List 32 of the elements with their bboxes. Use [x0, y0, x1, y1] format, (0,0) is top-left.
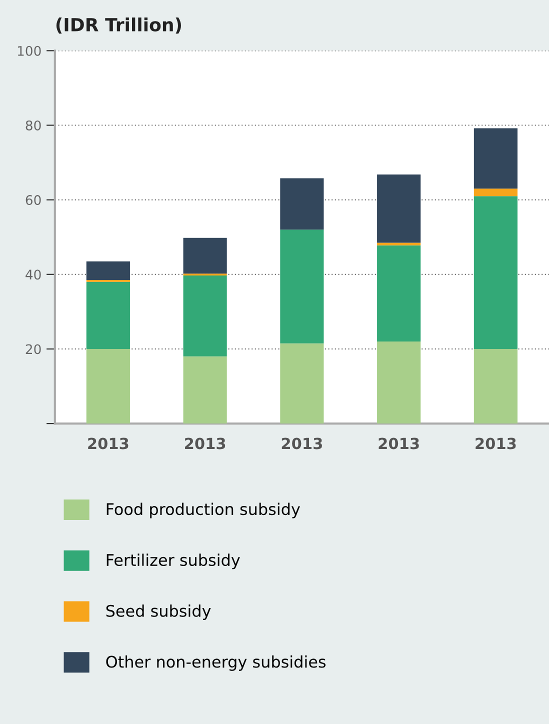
bar [280, 178, 324, 230]
bar [86, 282, 130, 349]
bar [474, 128, 518, 189]
bar [474, 196, 518, 349]
x-tick-label: 2013 [378, 438, 419, 450]
bar [377, 174, 421, 243]
legend-label: Food production subsidy [106, 502, 300, 518]
bar [474, 348, 518, 424]
bar [377, 342, 421, 424]
x-tick-label: 2013 [88, 438, 128, 450]
x-tick-label: 2013 [185, 438, 226, 450]
bar [183, 356, 227, 424]
bar [280, 343, 324, 424]
y-tick-label: 60 [26, 195, 41, 206]
legend-label: Seed subsidy [106, 604, 211, 620]
bar [183, 238, 227, 274]
bar [86, 348, 130, 424]
x-tick-label: 2013 [282, 438, 322, 450]
y-tick-label: 100 [18, 46, 41, 56]
chart-title: (IDR Trillion) [56, 18, 181, 34]
y-tick-label: 20 [26, 344, 41, 354]
bar [183, 276, 227, 356]
bar [377, 245, 421, 342]
y-tick-label: 80 [26, 120, 41, 130]
bar [377, 242, 421, 246]
y-tick-label: 40 [26, 270, 41, 280]
bar [474, 188, 518, 196]
bar [86, 261, 130, 280]
x-tick-label: 2013 [476, 438, 516, 450]
legend-label: Fertilizer subsidy [106, 554, 240, 570]
bar [280, 230, 324, 344]
legend-label: Other non-energy subsidies [106, 655, 326, 671]
